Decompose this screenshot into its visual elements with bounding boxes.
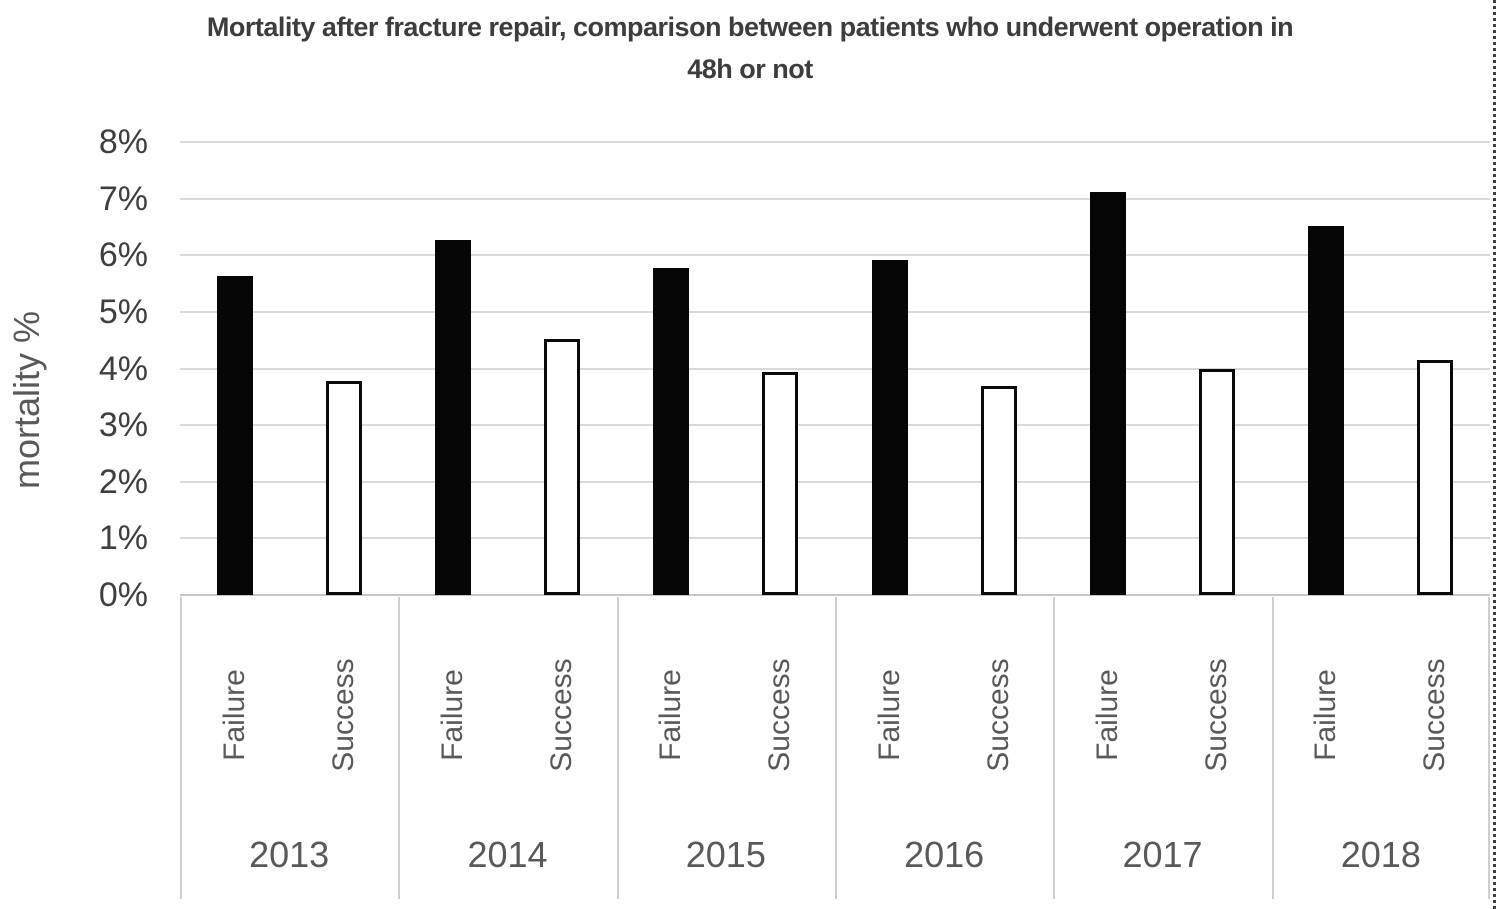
- x-series-label-success-2015: Success: [763, 658, 797, 772]
- x-year-label-2014: 2014: [467, 834, 548, 875]
- y-tick-label: 4%: [98, 349, 148, 388]
- bar-failure-2014: [434, 239, 471, 595]
- bar-success-2014: [544, 338, 581, 595]
- y-tick-label: 8%: [98, 123, 148, 161]
- gridline: [180, 537, 1490, 540]
- x-series-label-failure-2014: Failure: [435, 669, 469, 761]
- x-series-label-failure-2018: Failure: [1309, 669, 1343, 761]
- x-axis-group-separator: [1488, 597, 1490, 899]
- y-tick-label: 5%: [98, 292, 148, 331]
- x-year-label-2015: 2015: [685, 834, 766, 875]
- x-series-label-success-2017: Success: [1200, 658, 1234, 772]
- bar-failure-2013: [216, 276, 253, 595]
- x-axis-group-separator: [1053, 597, 1055, 899]
- page-edge-dotted-border: [1493, 0, 1496, 909]
- x-axis-group-separator: [180, 597, 182, 899]
- bar-failure-2016: [871, 259, 908, 595]
- chart-title: Mortality after fracture repair, compari…: [206, 12, 1294, 84]
- gridline: [180, 254, 1490, 257]
- bar-success-2017: [1199, 368, 1236, 595]
- bar-success-2018: [1417, 360, 1454, 595]
- x-series-label-success-2016: Success: [981, 658, 1015, 772]
- bar-success-2016: [980, 385, 1017, 595]
- x-series-label-failure-2016: Failure: [872, 669, 906, 761]
- x-year-label-2018: 2018: [1340, 834, 1421, 875]
- x-series-label-failure-2013: Failure: [217, 669, 251, 761]
- bar-failure-2018: [1308, 225, 1345, 595]
- x-axis-area: [180, 597, 1490, 899]
- x-year-label-2013: 2013: [249, 834, 330, 875]
- x-axis-group-separator: [835, 597, 837, 899]
- gridline: [180, 480, 1490, 483]
- plot-area: [180, 141, 1490, 596]
- gridline: [180, 141, 1490, 143]
- x-axis-group-separator: [1272, 597, 1274, 899]
- gridline: [180, 424, 1490, 427]
- x-series-label-failure-2015: Failure: [654, 669, 688, 761]
- bar-failure-2017: [1089, 191, 1126, 595]
- y-tick-label: 7%: [98, 179, 148, 218]
- gridline: [180, 594, 1490, 596]
- gridline: [180, 367, 1490, 370]
- x-axis-group-separator: [398, 597, 400, 899]
- x-axis-group-separator: [617, 597, 619, 899]
- gridline: [180, 197, 1490, 200]
- x-year-label-2016: 2016: [904, 834, 985, 875]
- x-series-label-success-2014: Success: [545, 658, 579, 772]
- y-tick-label: 3%: [98, 406, 148, 445]
- gridline: [180, 310, 1490, 313]
- x-series-label-success-2013: Success: [326, 658, 360, 772]
- y-tick-label: 1%: [98, 519, 148, 558]
- y-tick-label: 0%: [98, 576, 148, 614]
- bar-success-2013: [325, 380, 362, 595]
- y-tick-label: 2%: [98, 462, 148, 501]
- bar-failure-2015: [653, 267, 690, 595]
- x-series-label-success-2018: Success: [1418, 658, 1452, 772]
- bar-success-2015: [762, 372, 799, 595]
- x-year-label-2017: 2017: [1122, 834, 1203, 875]
- y-tick-label: 6%: [98, 236, 148, 275]
- x-series-label-failure-2017: Failure: [1090, 669, 1124, 761]
